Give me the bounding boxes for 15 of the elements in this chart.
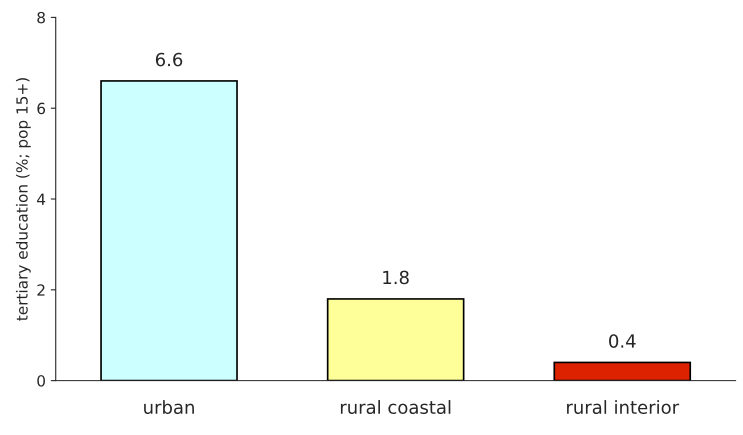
y-axis-title: tertiary education (%; pop 15+) bbox=[16, 78, 31, 321]
y-tick-label: 8 bbox=[37, 12, 45, 24]
bar bbox=[100, 80, 238, 381]
bar bbox=[553, 362, 692, 381]
x-tick-label: rural interior bbox=[567, 400, 680, 414]
data-label: 0.4 bbox=[609, 334, 636, 348]
y-tick-label: 0 bbox=[37, 375, 45, 387]
data-label: 6.6 bbox=[156, 52, 182, 66]
y-tick-label: 6 bbox=[37, 102, 46, 114]
x-tick-label: urban bbox=[144, 400, 194, 414]
y-tick-label: 2 bbox=[37, 284, 44, 296]
bar bbox=[326, 298, 464, 381]
y-tick-label: 4 bbox=[37, 194, 46, 205]
x-tick-label: rural coastal bbox=[340, 400, 450, 414]
data-label: 1.8 bbox=[383, 270, 409, 284]
